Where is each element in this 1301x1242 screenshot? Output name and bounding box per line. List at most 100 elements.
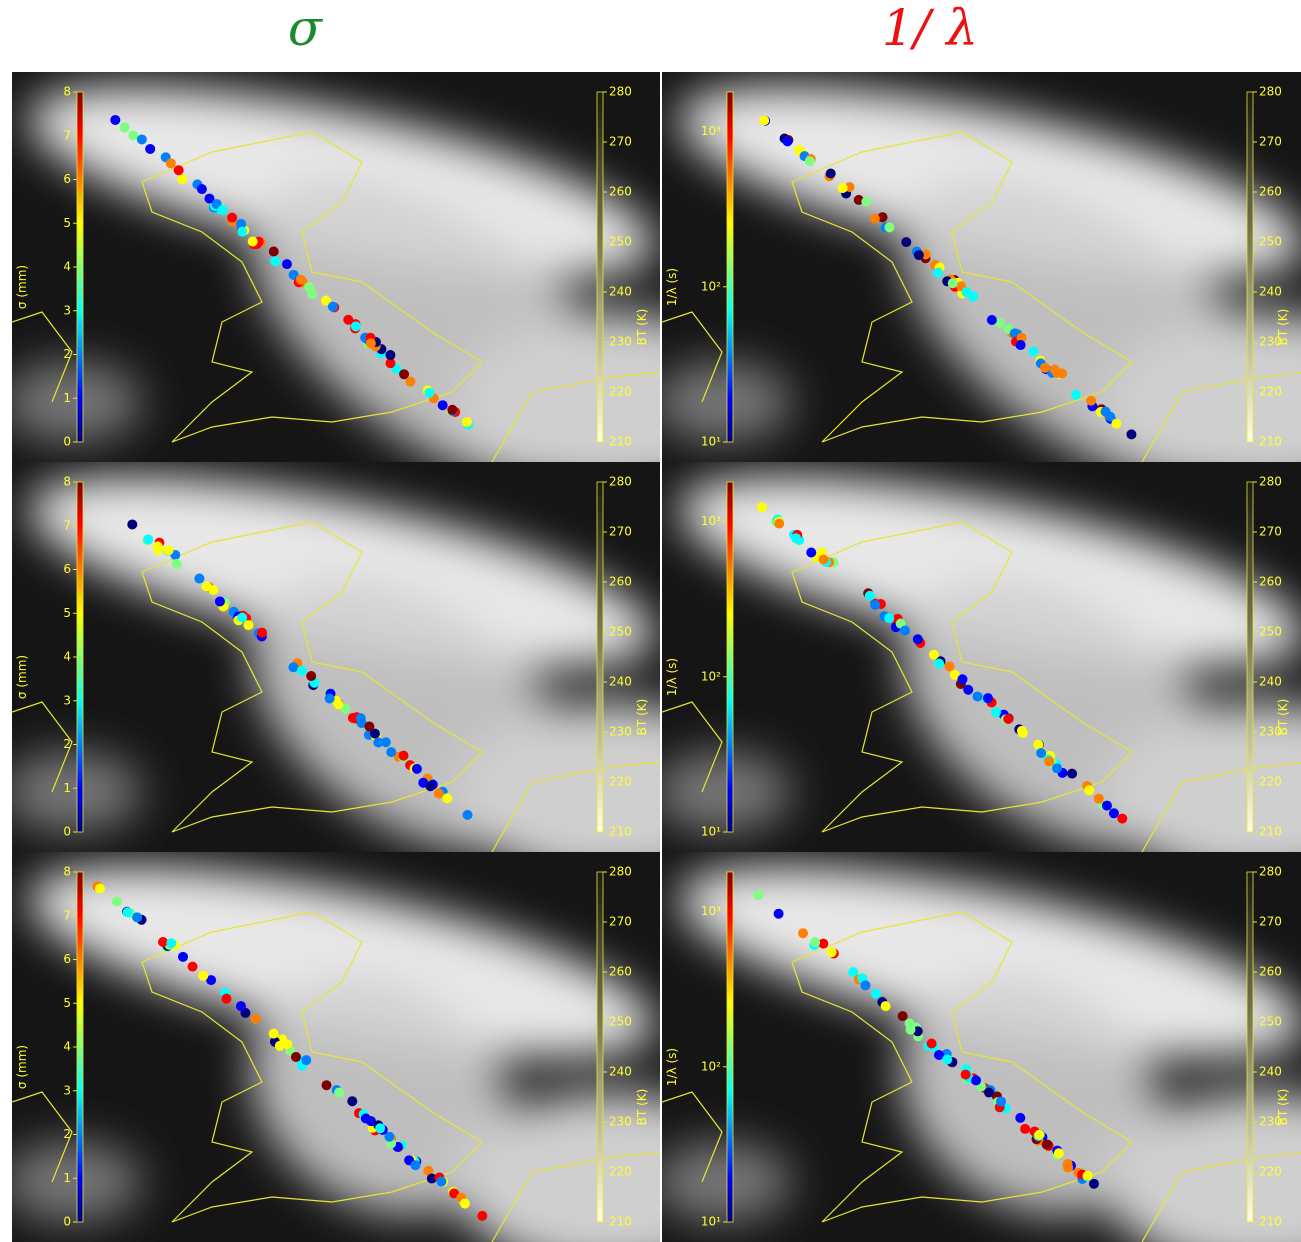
station [963,684,974,695]
bt-tick-label: 270 [609,525,632,539]
bt-colorbar [1246,481,1254,833]
cloud [12,1142,142,1222]
station [1111,418,1122,429]
coastline [12,131,660,462]
station [994,317,1005,328]
colorbar-tick-label: 10³ [701,514,721,528]
coastline [662,131,1301,462]
colorbar [76,481,84,833]
station [426,1173,437,1184]
station [236,218,247,229]
colorbar-tick-label: 3 [63,693,71,707]
bt-tick-label: 280 [609,85,632,99]
station [1042,1139,1053,1150]
colorbar-tick-label: 1 [63,1171,71,1185]
station [375,1123,386,1134]
station [425,781,436,792]
cloud [662,752,792,832]
station [461,417,472,428]
station [110,114,121,125]
station [173,165,184,176]
station [1100,406,1111,417]
colorbar-tick-label: 10² [701,279,721,293]
bt-tick-label: 240 [1259,285,1282,299]
colorbar-label: 1/λ (s) [665,268,679,306]
station [282,1039,293,1050]
station [798,928,809,939]
station [877,212,888,223]
station [128,130,139,141]
cloud [28,866,656,1058]
coastline [12,521,660,852]
station [825,168,836,179]
station [1036,748,1047,759]
colorbar-tick-label: 6 [63,562,71,576]
bt-tick-label: 230 [1259,1115,1282,1129]
colorbar-tick-label: 5 [63,216,71,230]
station [405,376,416,387]
colorbar-tick-label: 0 [63,825,71,839]
colorbar-tick-label: 2 [63,1127,71,1141]
station [901,237,912,248]
colorbar [76,871,84,1223]
station [433,788,444,799]
bt-tick-label: 270 [1259,525,1282,539]
station [177,174,188,185]
map-panel: 0 1 2 3 4 5 6 7 8 σ (mm) 210 220 230 240 250 260 270 280 B… [12,852,660,1242]
bt-tick-label: 210 [609,825,632,839]
station [848,967,859,978]
bt-colorbar [596,481,604,833]
colorbar-tick-label: 4 [63,1040,71,1054]
colorbar-tick-label: 10³ [701,904,721,918]
station [1126,429,1137,440]
station [447,404,458,415]
station [274,1040,285,1051]
bt-tick-label: 240 [609,285,632,299]
station [1044,756,1055,767]
bt-tick-label: 210 [1259,1215,1282,1229]
coastline [12,911,660,1242]
station [373,737,384,748]
cloud [662,362,792,442]
bt-tick-label: 210 [609,435,632,449]
station [928,649,939,660]
station [227,212,238,223]
bt-tick-label: 230 [609,725,632,739]
bt-label: BT (K) [1276,699,1290,736]
station [818,938,829,949]
colorbar-tick-label: 3 [63,1083,71,1097]
panel-content [12,72,660,462]
station [1053,1148,1064,1159]
bt-tick-label: 260 [1259,965,1282,979]
station [442,793,453,804]
station [934,1050,945,1061]
cloud [12,752,142,832]
station [132,912,143,923]
map-panel: 10¹ 10² 10³ 1/λ (s) 210 220 230 240 250 260 270 280… [662,852,1301,1242]
station [143,534,154,545]
station [759,115,770,126]
station [913,250,924,261]
station [870,988,881,999]
map-panel: 0 1 2 3 4 5 6 7 8 σ (mm) 210 220 230 240 250 260 270 280 B… [12,72,660,462]
colorbar-tick-label: 5 [63,996,71,1010]
station [356,718,367,729]
cloud [678,476,1301,668]
station [861,196,872,207]
station [281,259,292,270]
map-panel: 10¹ 10² 10³ 1/λ (s) 210 220 230 240 250 260 270 280… [662,462,1301,852]
station [971,1075,982,1086]
station [753,890,764,901]
colorbar-tick-label: 5 [63,606,71,620]
colorbar-tick-label: 8 [63,85,71,99]
station [996,1096,1007,1107]
station [436,1176,447,1187]
station [301,1055,312,1066]
station [1049,364,1060,375]
coastline [662,911,1301,1242]
bt-tick-label: 220 [609,1165,632,1179]
station [942,1054,953,1065]
colorbar-tick-label: 10¹ [701,1215,721,1229]
colorbar-tick-label: 10¹ [701,435,721,449]
